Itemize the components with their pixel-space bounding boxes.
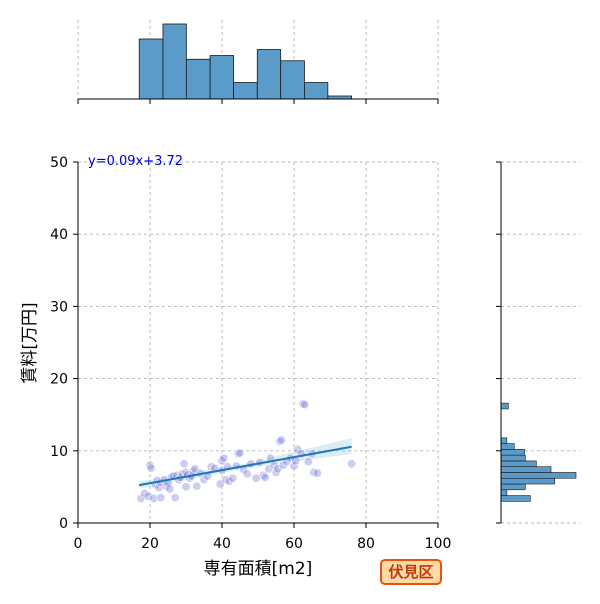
scatter-point [154, 483, 164, 493]
scatter-point [242, 469, 252, 479]
x-tick-label: 20 [141, 536, 159, 552]
x-hist-bar [233, 82, 258, 100]
scatter-point [276, 435, 286, 445]
scatter-point [219, 453, 229, 463]
x-hist-bar [304, 82, 329, 100]
y-hist-bar [500, 477, 555, 485]
scatter-point [289, 461, 299, 471]
y-tick-label: 30 [50, 299, 68, 315]
scatter-point [192, 481, 202, 491]
x-tick-label: 40 [213, 536, 231, 552]
x-axis-ticks: 0 20 40 60 80 100 [74, 523, 452, 552]
regression-equation: y=0.09x+3.72 [88, 154, 183, 169]
scatter-point [170, 493, 180, 503]
y-hist-bar [500, 489, 508, 496]
y-tick-label: 10 [50, 444, 68, 460]
scatter-point [309, 467, 319, 477]
right-hist-axes [496, 161, 502, 524]
scatter-point [264, 464, 274, 474]
y-hist-bar [500, 443, 515, 450]
x-hist-bar [162, 23, 187, 100]
regression-line [139, 445, 352, 487]
scatter-point [303, 457, 313, 467]
y-hist-bar [500, 466, 552, 473]
scatter-point [140, 488, 150, 498]
x-hist-bar [280, 60, 305, 100]
scatter-point [278, 460, 288, 470]
y-tick-label: 50 [50, 155, 68, 171]
main-axes [77, 162, 438, 524]
scatter-point [206, 462, 216, 472]
scatter-point [347, 459, 357, 469]
x-hist-bar [185, 58, 211, 100]
y-axis-ticks: 0 10 20 30 40 50 [50, 155, 78, 532]
x-axis-label: 専有面積[m2] [204, 559, 313, 579]
top-hist-axes [77, 98, 439, 104]
scatter-point [221, 475, 231, 485]
scatter-point [300, 400, 310, 410]
scatter-point [199, 475, 209, 485]
y-hist-bar [500, 454, 526, 462]
x-tick-label: 0 [74, 536, 83, 552]
y-hist-bar [500, 437, 508, 444]
y-hist-bar [500, 495, 531, 502]
y-tick-label: 40 [50, 227, 68, 243]
scatter-point [165, 484, 175, 494]
y-tick-label: 20 [50, 372, 68, 388]
x-tick-label: 60 [285, 536, 303, 552]
scatter-point [149, 493, 159, 503]
y-tick-label: 0 [59, 516, 68, 532]
y-hist-bar [500, 460, 537, 467]
x-marginal-histogram [138, 23, 352, 100]
top-hist-gridlines [77, 20, 439, 99]
scatter-point [224, 476, 234, 486]
y-hist-bar [500, 483, 526, 491]
scatter-point [143, 491, 153, 501]
x-hist-bar [209, 55, 234, 100]
main-gridlines [77, 161, 439, 524]
scatter-point [228, 473, 238, 483]
y-hist-bar [500, 472, 577, 479]
x-hist-bar [138, 38, 164, 100]
scatter-point [312, 468, 322, 478]
scatter-point [273, 464, 283, 474]
scatter-point [235, 448, 245, 458]
scatter-point [181, 482, 191, 492]
x-hist-bar [256, 49, 282, 100]
y-hist-bar [500, 402, 509, 410]
x-tick-label: 80 [357, 536, 375, 552]
scatter-point [156, 493, 166, 503]
y-hist-bar [500, 449, 525, 456]
y-marginal-histogram [500, 402, 577, 502]
y-axis-label: 賃料[万円] [20, 302, 40, 383]
scatter-point [179, 459, 189, 469]
ward-badge: 伏見区 [380, 559, 442, 585]
x-tick-label: 100 [425, 536, 452, 552]
scatter-point [136, 493, 146, 503]
scatter-point [260, 473, 270, 483]
scatter-point [146, 463, 156, 473]
